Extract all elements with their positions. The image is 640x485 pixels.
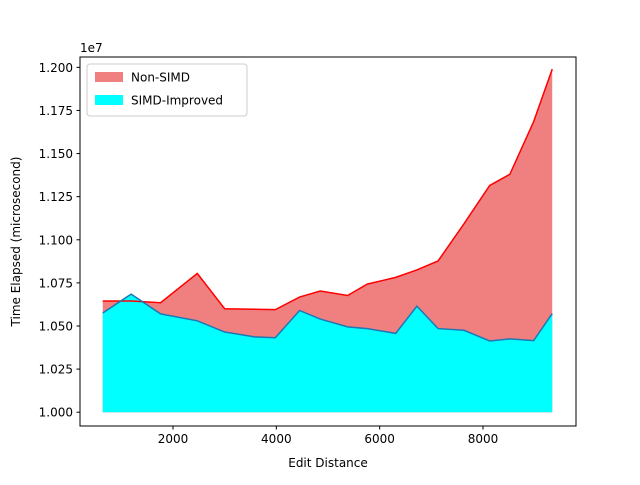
x-axis: 2000 4000 6000 8000 bbox=[158, 426, 499, 446]
y-tick-label: 1.100 bbox=[39, 233, 73, 247]
x-tick-label: 4000 bbox=[261, 432, 292, 446]
y-axis: 1.000 1.025 1.050 1.075 1.100 1.125 1.150 1.175… bbox=[39, 61, 80, 420]
y-tick-label: 1.075 bbox=[39, 276, 73, 290]
y-tick-label: 1.000 bbox=[39, 406, 73, 420]
legend-label: Non-SIMD bbox=[131, 71, 190, 85]
y-tick-label: 1.125 bbox=[39, 190, 73, 204]
y-axis-offset-label: 1e7 bbox=[80, 41, 103, 55]
y-tick-label: 1.175 bbox=[39, 104, 73, 118]
y-tick-label: 1.050 bbox=[39, 319, 73, 333]
y-tick-label: 1.025 bbox=[39, 363, 73, 377]
legend-box bbox=[86, 63, 248, 117]
x-axis-label: Edit Distance bbox=[288, 456, 368, 470]
series-line-simd-improved bbox=[102, 293, 553, 342]
legend-label: SIMD-Improved bbox=[131, 94, 223, 108]
x-tick-label: 8000 bbox=[468, 432, 499, 446]
legend-swatch bbox=[95, 95, 123, 105]
legend: Non-SIMD SIMD-Improved bbox=[86, 63, 248, 117]
x-tick-label: 6000 bbox=[364, 432, 395, 446]
axes-frame bbox=[79, 56, 577, 427]
y-tick-label: 1.200 bbox=[39, 61, 73, 75]
series-line-non-simd bbox=[102, 68, 553, 311]
x-tick-label: 2000 bbox=[158, 432, 189, 446]
y-axis-label: Time Elapsed (microsecond) bbox=[9, 157, 23, 328]
area-fill-non-simd bbox=[102, 69, 553, 413]
y-tick-label: 1.150 bbox=[39, 147, 73, 161]
area-fill-simd-improved bbox=[102, 294, 553, 413]
legend-swatch bbox=[95, 72, 123, 82]
plot-area bbox=[102, 68, 553, 413]
